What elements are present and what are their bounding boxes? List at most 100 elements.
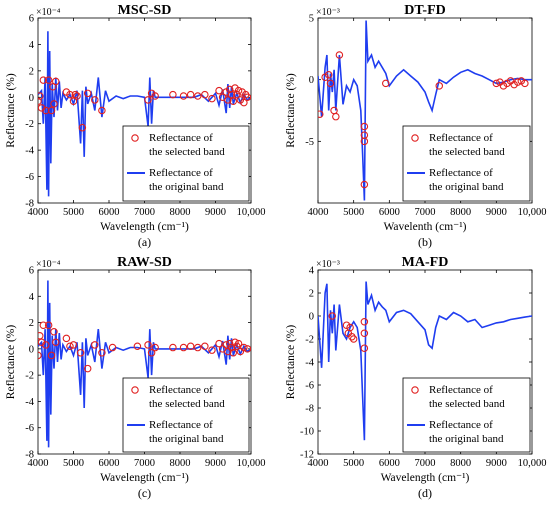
legend-marker-swatch <box>411 134 419 142</box>
x-axis-label: Wavelength (cm⁻¹) <box>100 472 189 484</box>
legend-box <box>122 377 250 453</box>
selected-band-marker <box>91 341 99 349</box>
x-tick-label: 5000 <box>343 207 364 218</box>
series-line-original-band <box>38 31 251 197</box>
selected-band-marker <box>224 96 232 104</box>
y-tick-label: -12 <box>300 450 314 461</box>
selected-band-marker <box>83 364 92 373</box>
selected-band-marker <box>215 339 223 348</box>
y-tick-label: -2 <box>305 335 314 346</box>
chart-panel-c: RAW-SD ×10⁻⁴ 4000 5000 6000 7000 8000 9000 10,00… <box>5 255 265 500</box>
x-tick-label: 10,000 <box>237 207 266 218</box>
selected-band-marker <box>98 349 106 357</box>
selected-band-marker <box>38 97 42 105</box>
selected-band-marker <box>346 323 354 332</box>
selected-band-marker <box>229 97 238 106</box>
selected-band-marker <box>513 78 522 86</box>
y-tick-label: -10 <box>300 427 314 438</box>
chart-panel-d: MA-FD ×10⁻³ 4000 5000 6000 7000 8000 9000 10,000… <box>285 255 546 500</box>
selected-band-marker <box>44 321 53 329</box>
legend: Reflectance of the selected band Reflectan… <box>402 125 531 202</box>
selected-band-marker <box>66 342 74 350</box>
legend-text-selected-line1: Reflectance of <box>429 132 493 144</box>
legend-text-selected-line1: Reflectance of <box>149 132 213 144</box>
selected-band-marker <box>66 90 74 99</box>
selected-band-marker <box>234 86 243 95</box>
selected-band-marker <box>349 335 358 343</box>
selected-band-marker <box>98 106 106 115</box>
selected-band-marker <box>186 342 195 350</box>
selected-band-marker <box>83 89 92 98</box>
selected-band-marker <box>169 343 177 352</box>
y-tick-label: 0 <box>29 344 34 355</box>
selected-band-marker <box>208 94 216 103</box>
legend-box <box>402 377 531 453</box>
y-axis-label: Reflectance (%) <box>5 325 17 400</box>
selected-band-marker <box>69 97 78 106</box>
selected-band-marker <box>225 85 234 94</box>
x-tick-label: 9000 <box>205 458 226 469</box>
selected-band-marker <box>51 338 60 347</box>
y-tick-label: 6 <box>29 14 34 25</box>
y-axis-label: Reflectance (%) <box>285 325 297 400</box>
x-tick-label: 7000 <box>134 207 155 218</box>
selected-band-marker <box>69 341 78 349</box>
x-tick-label: 6000 <box>379 207 400 218</box>
selected-band-marker <box>47 351 56 360</box>
selected-band-marker <box>144 96 152 104</box>
legend-text-selected-line1: Reflectance of <box>149 384 213 396</box>
legend-marker-swatch <box>131 386 139 394</box>
selected-band-marker <box>328 312 337 320</box>
selected-band-marker <box>332 112 340 121</box>
x-tick-label: 8000 <box>450 458 471 469</box>
selected-band-marker <box>360 329 369 337</box>
chart-title: MSC-SD <box>118 3 172 18</box>
selected-band-marker <box>38 92 44 100</box>
selected-band-marker <box>38 331 44 340</box>
selected-band-marker <box>492 79 501 88</box>
legend-text-original-line2: the original band <box>149 433 224 445</box>
x-tick-label: 4000 <box>308 458 329 469</box>
y-tick-label: 6 <box>29 266 34 277</box>
subfigure-caption: (d) <box>418 486 432 500</box>
x-tick-label: 9000 <box>205 207 226 218</box>
subfigure-caption: (b) <box>418 235 432 249</box>
selected-band-marker <box>521 79 529 88</box>
subfigure-caption: (a) <box>138 235 151 249</box>
selected-band-marker <box>44 76 53 84</box>
y-tick-label: 0 <box>309 75 314 86</box>
x-tick-label: 8000 <box>450 207 471 218</box>
x-tick-label: 6000 <box>379 458 400 469</box>
x-tick-label: 10,000 <box>237 458 266 469</box>
x-tick-label: 7000 <box>415 207 436 218</box>
y-tick-label: -6 <box>25 172 34 183</box>
y-tick-label: 4 <box>29 40 35 51</box>
subfigure-caption: (c) <box>138 486 151 500</box>
y-tick-label: 2 <box>29 318 34 329</box>
legend-box <box>402 125 531 202</box>
selected-band-marker <box>76 349 85 357</box>
y-tick-label: -4 <box>25 397 34 408</box>
legend-text-selected-line2: the selected band <box>429 398 505 410</box>
selected-band-marker <box>39 321 48 329</box>
series-line-original-band <box>318 20 532 201</box>
y-tick-label: -6 <box>305 381 314 392</box>
series-line-original-band <box>38 280 251 448</box>
legend-text-selected-line2: the selected band <box>149 146 225 158</box>
legend-text-selected-line1: Reflectance of <box>429 384 493 396</box>
x-axis-label: Wavelength (cm⁻¹) <box>100 221 189 233</box>
selected-band-marker <box>360 122 369 131</box>
x-tick-label: 10,000 <box>518 458 547 469</box>
chart-title: RAW-SD <box>117 255 172 270</box>
selected-band-marker <box>382 79 390 88</box>
selected-band-marker <box>227 343 236 352</box>
legend-text-original-line2: the original band <box>149 181 224 193</box>
selected-band-marker <box>324 70 333 79</box>
y-tick-label: -2 <box>25 119 34 130</box>
y-tick-label: 2 <box>309 289 314 300</box>
legend-marker-swatch <box>411 386 419 394</box>
selected-band-marker <box>186 90 195 99</box>
legend-text-original-line1: Reflectance of <box>429 167 493 179</box>
selected-band-marker <box>360 137 369 146</box>
